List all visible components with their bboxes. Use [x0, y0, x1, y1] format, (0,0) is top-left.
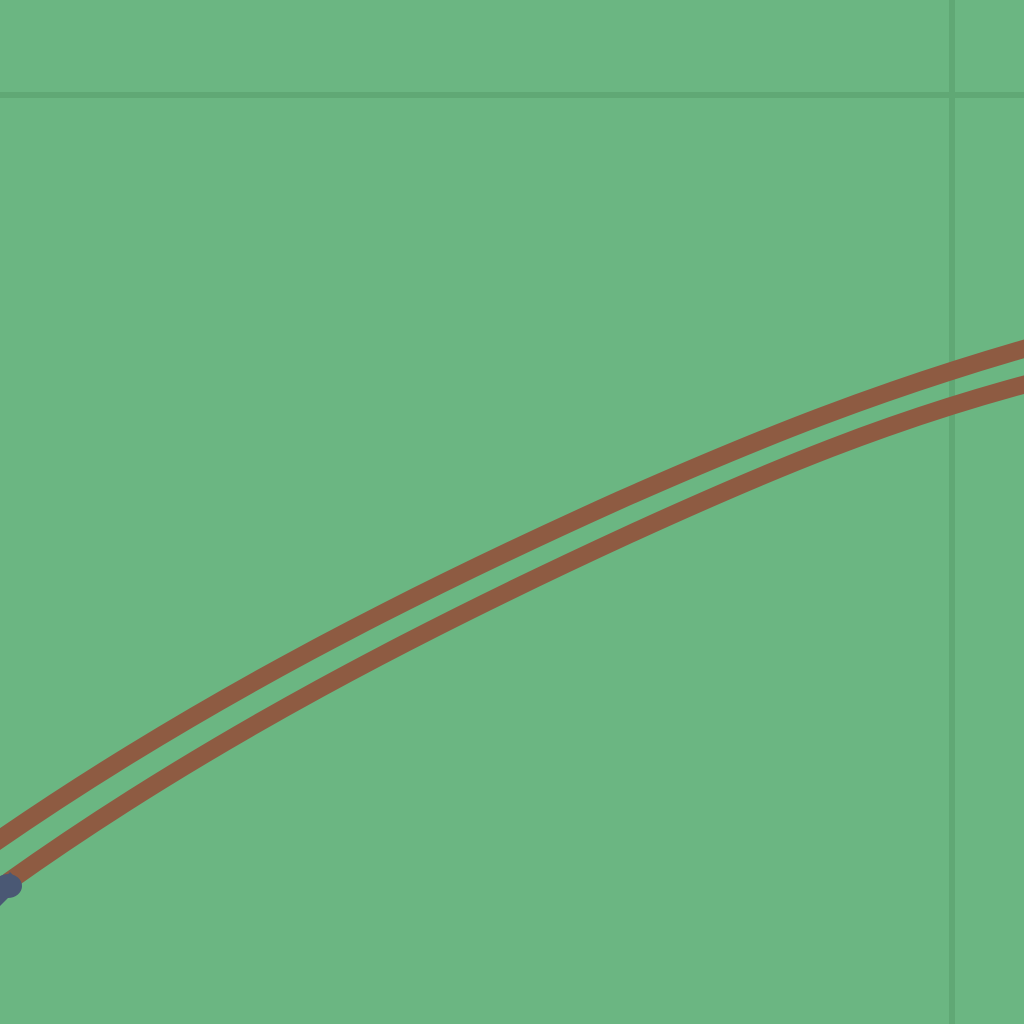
railway-track-upper[interactable] [0, 339, 1024, 851]
railway-end-marker-cap [0, 874, 22, 898]
railway-track-lower[interactable] [2, 375, 1024, 890]
